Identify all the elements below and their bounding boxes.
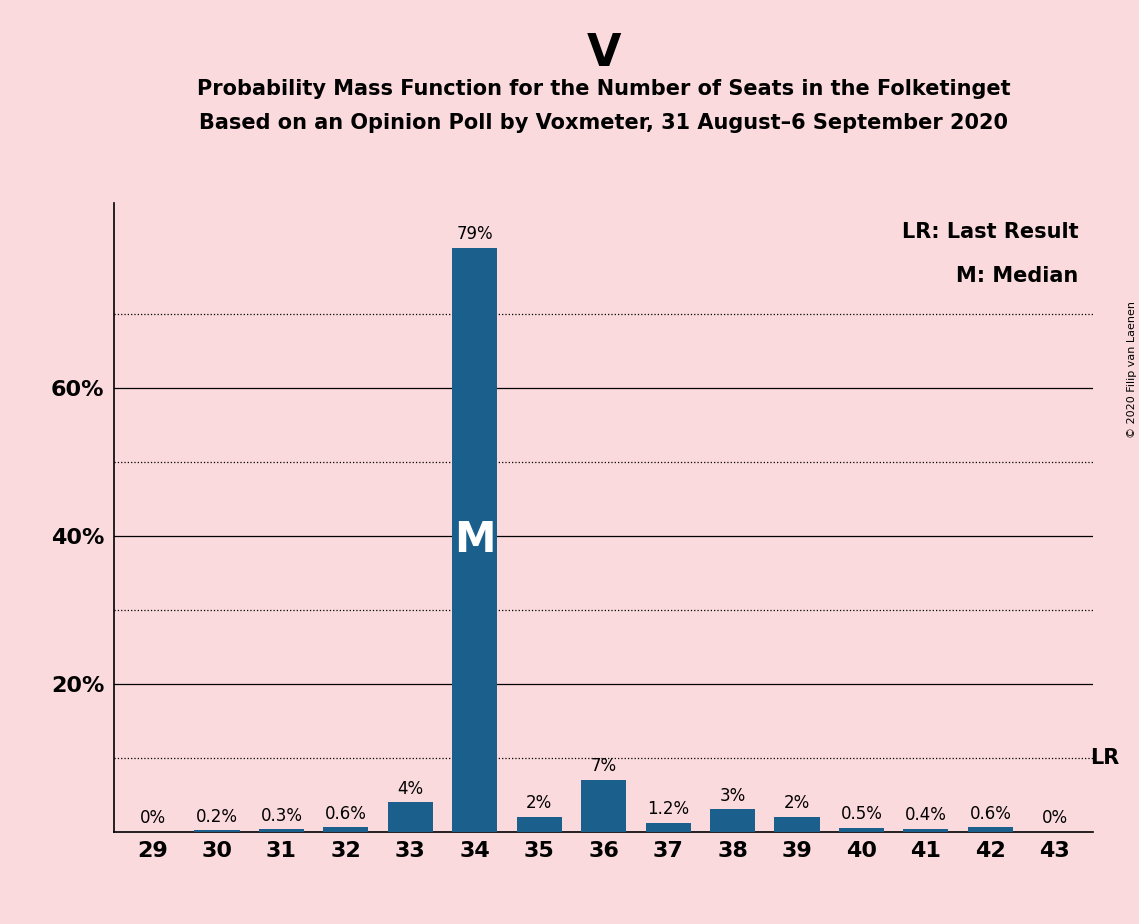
Text: © 2020 Filip van Laenen: © 2020 Filip van Laenen xyxy=(1126,301,1137,438)
Bar xyxy=(452,248,498,832)
Text: 4%: 4% xyxy=(398,780,424,797)
Bar xyxy=(259,830,304,832)
Text: M: M xyxy=(454,518,495,561)
Bar xyxy=(968,827,1013,832)
Text: 0.6%: 0.6% xyxy=(325,805,367,822)
Text: M: Median: M: Median xyxy=(957,266,1079,286)
Text: LR: Last Result: LR: Last Result xyxy=(902,222,1079,242)
Text: 0.2%: 0.2% xyxy=(196,808,238,826)
Text: 0%: 0% xyxy=(1042,809,1068,827)
Text: Probability Mass Function for the Number of Seats in the Folketinget: Probability Mass Function for the Number… xyxy=(197,79,1010,99)
Bar xyxy=(387,802,433,832)
Bar xyxy=(517,817,562,832)
Bar xyxy=(646,822,690,832)
Text: V: V xyxy=(587,32,621,76)
Bar xyxy=(195,830,239,832)
Bar xyxy=(903,829,949,832)
Bar xyxy=(710,809,755,832)
Text: Based on an Opinion Poll by Voxmeter, 31 August–6 September 2020: Based on an Opinion Poll by Voxmeter, 31… xyxy=(199,113,1008,133)
Text: 0%: 0% xyxy=(139,809,165,827)
Bar xyxy=(839,828,884,832)
Text: 0.6%: 0.6% xyxy=(969,805,1011,822)
Text: 0.4%: 0.4% xyxy=(906,807,947,824)
Text: 2%: 2% xyxy=(784,795,810,812)
Bar xyxy=(323,827,368,832)
Text: 7%: 7% xyxy=(591,758,616,775)
Text: 79%: 79% xyxy=(457,225,493,243)
Text: 1.2%: 1.2% xyxy=(647,800,689,819)
Bar xyxy=(775,817,820,832)
Text: 3%: 3% xyxy=(720,787,746,805)
Text: 0.3%: 0.3% xyxy=(261,807,303,825)
Text: LR: LR xyxy=(1090,748,1120,768)
Text: 2%: 2% xyxy=(526,795,552,812)
Bar xyxy=(581,780,626,832)
Text: 0.5%: 0.5% xyxy=(841,806,883,823)
